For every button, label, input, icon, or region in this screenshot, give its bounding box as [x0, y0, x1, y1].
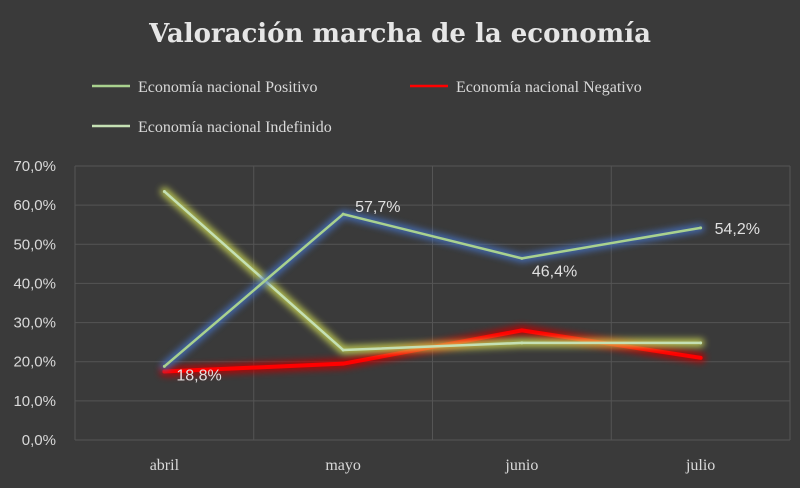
data-point	[341, 348, 345, 352]
data-label: 18,8%	[176, 367, 221, 384]
data-labels: 18,8% 57,7% 46,4% 54,2%	[176, 199, 760, 384]
y-axis: 0,0% 10,0% 20,0% 30,0% 40,0% 50,0% 60,0% 70,0%	[13, 158, 56, 449]
data-point	[341, 212, 345, 216]
series-line	[163, 190, 702, 352]
chart-title: Valoración marcha de la economía	[148, 19, 651, 49]
legend-item: Economía nacional Indefinido	[89, 119, 332, 136]
data-point	[520, 341, 524, 345]
series-layer	[159, 187, 706, 377]
data-point	[520, 256, 524, 260]
legend-item: Economía nacional Negativo	[407, 79, 642, 96]
data-label: 54,2%	[715, 221, 760, 238]
data-point	[341, 362, 345, 366]
series-line	[163, 212, 702, 368]
series-line-group	[160, 187, 705, 354]
legend-label: Economía nacional Negativo	[456, 79, 642, 96]
x-tick-label: abril	[150, 457, 180, 474]
data-label: 57,7%	[355, 199, 400, 216]
data-point	[520, 328, 524, 332]
series-line-group	[160, 210, 705, 371]
y-tick-label: 20,0%	[13, 354, 56, 371]
x-tick-label: junio	[504, 457, 538, 474]
y-tick-label: 40,0%	[13, 275, 56, 292]
data-point	[162, 370, 166, 373]
data-point	[699, 226, 703, 230]
data-label: 46,4%	[532, 263, 577, 280]
grid	[74, 165, 791, 441]
x-tick-label: mayo	[325, 457, 361, 474]
data-point	[699, 341, 703, 345]
legend-item: Economía nacional Positivo	[89, 79, 318, 96]
y-tick-label: 0,0%	[22, 432, 56, 449]
data-point	[162, 364, 166, 368]
legend: Economía nacional Positivo Economía nacio…	[89, 79, 642, 136]
y-tick-label: 10,0%	[13, 393, 56, 410]
data-point	[699, 356, 703, 360]
legend-label: Economía nacional Indefinido	[138, 119, 332, 136]
y-tick-label: 60,0%	[13, 197, 56, 214]
data-point	[162, 189, 166, 193]
x-axis: abril mayo junio julio	[150, 457, 716, 474]
y-tick-label: 30,0%	[13, 315, 56, 332]
y-tick-label: 70,0%	[13, 158, 56, 175]
y-tick-label: 50,0%	[13, 236, 56, 253]
x-tick-label: julio	[685, 457, 715, 474]
legend-label: Economía nacional Positivo	[138, 79, 318, 96]
